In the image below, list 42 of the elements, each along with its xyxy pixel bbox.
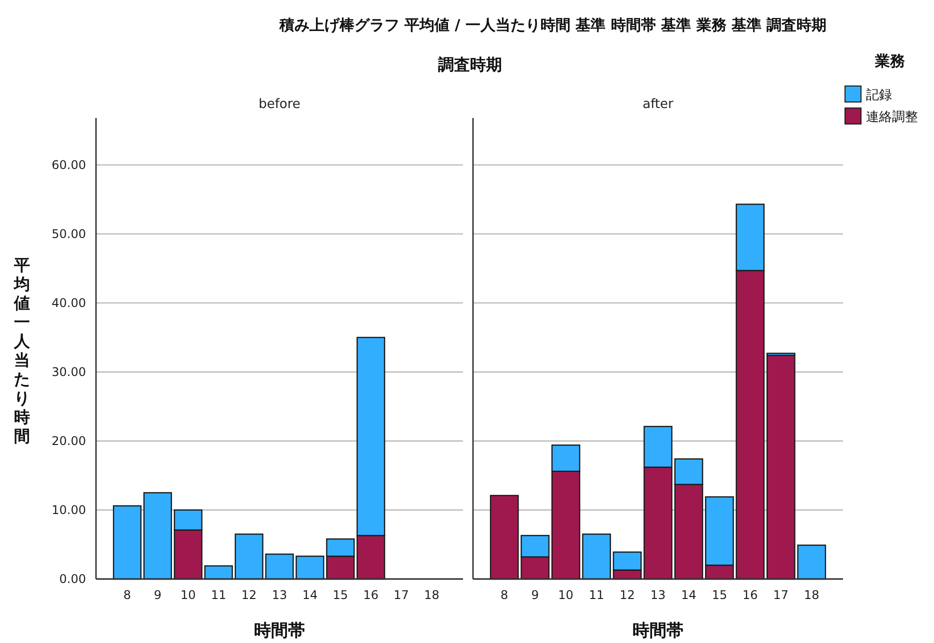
x-tick-label: 11 <box>210 588 226 602</box>
y-tick-label: 10.00 <box>52 502 86 517</box>
chart-title: after <box>642 97 674 112</box>
x-tick-label: 11 <box>588 588 604 602</box>
x-tick-label: 14 <box>681 588 696 602</box>
x-tick-label: 16 <box>363 588 379 602</box>
x-tick-label: 14 <box>302 588 318 602</box>
chart-title: before <box>258 97 300 112</box>
x-tick-label: 15 <box>332 588 348 602</box>
x-tick-label: 12 <box>241 588 257 602</box>
x-axis-title: 時間帯 <box>632 621 684 641</box>
y-tick-label: 50.00 <box>52 226 86 241</box>
x-tick-label: 17 <box>773 588 789 602</box>
bar <box>143 492 172 580</box>
text: 積み上げ棒グラフ 平均値 / 一人当たり時間 基準 時間帯 基準 業務 基準 調査時期 <box>278 16 827 34</box>
x-tick-label: 8 <box>123 588 132 602</box>
x-axis-title: 時間帯 <box>254 621 305 641</box>
bar <box>112 505 142 580</box>
y-tick-label: 40.00 <box>52 296 86 310</box>
x-tick-label: 10 <box>180 588 196 602</box>
y-tick-label: 20.00 <box>52 434 86 448</box>
x-tick-label: 18 <box>424 588 440 602</box>
text: 調査時期 <box>438 55 502 74</box>
bar <box>582 534 611 580</box>
y-tick-label: 60.00 <box>52 158 86 172</box>
text: 平均値一人当たり時間 <box>14 256 30 446</box>
y-tick-label: 30.00 <box>52 364 86 379</box>
x-tick-label: 18 <box>804 588 820 602</box>
y-tick-label: 0.00 <box>59 572 86 586</box>
x-tick-label: 13 <box>650 588 666 602</box>
x-tick-label: 9 <box>154 588 162 602</box>
x-tick-label: 9 <box>531 588 539 602</box>
x-tick-label: 17 <box>394 588 409 602</box>
legend-label: 記録 <box>866 88 892 103</box>
x-tick-label: 12 <box>620 588 635 602</box>
legend-title: 業務 <box>874 52 906 70</box>
x-tick-label: 13 <box>272 588 288 602</box>
x-tick-label: 8 <box>500 588 508 602</box>
legend-label: 連絡調整 <box>866 110 918 125</box>
x-tick-label: 16 <box>742 588 758 602</box>
x-tick-label: 15 <box>712 588 728 602</box>
x-tick-label: 10 <box>558 588 574 602</box>
